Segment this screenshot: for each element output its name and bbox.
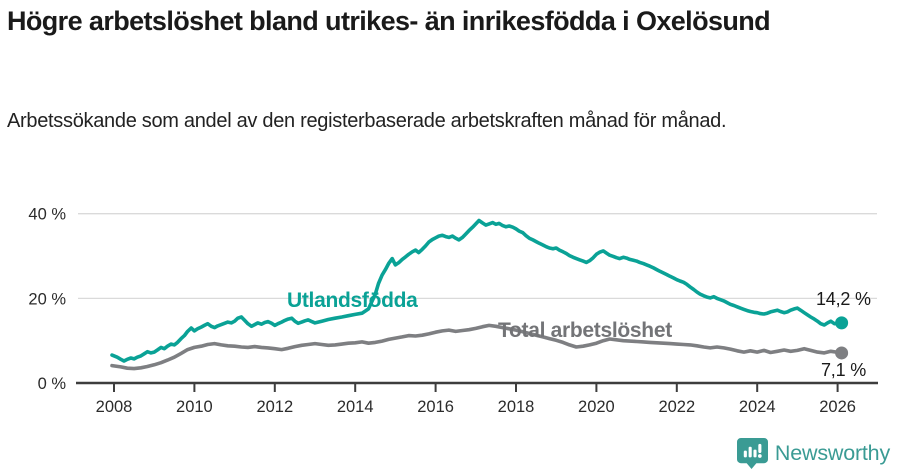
x-tick-label: 2020 bbox=[578, 398, 615, 416]
x-tick-label: 2014 bbox=[337, 398, 374, 416]
series-label-total-arbetsloshet: Total arbetslöshet bbox=[498, 319, 672, 342]
x-tick-label: 2022 bbox=[658, 398, 695, 416]
x-tick-label: 2008 bbox=[96, 398, 133, 416]
series-end-dot-utlandsf-dda bbox=[835, 316, 849, 330]
bar-chart-speech-bubble-icon bbox=[736, 437, 768, 469]
x-tick-label: 2018 bbox=[498, 398, 535, 416]
chart-subtitle: Arbetssökande som andel av den registerb… bbox=[7, 110, 727, 132]
end-value-label-utlandsfodda: 14,2 % bbox=[816, 289, 871, 309]
series-end-dot-total-arbetsl-shet bbox=[835, 346, 849, 360]
x-tick-label: 2016 bbox=[417, 398, 454, 416]
series-line-utlandsf-dda bbox=[110, 218, 844, 363]
series-label-utlandsfodda: Utlandsfödda bbox=[287, 289, 418, 312]
x-tick-label: 2012 bbox=[256, 398, 293, 416]
newsworthy-logo: Newsworthy bbox=[736, 436, 890, 470]
page-title: Högre arbetslöshet bland utrikes- än inr… bbox=[7, 6, 771, 36]
end-value-label-total: 7,1 % bbox=[821, 360, 867, 380]
y-tick-label: 0 % bbox=[38, 375, 67, 393]
y-tick-label: 20 % bbox=[28, 290, 66, 308]
y-tick-label: 40 % bbox=[28, 206, 66, 224]
x-tick-label: 2024 bbox=[739, 398, 776, 416]
brand-wordmark: Newsworthy bbox=[774, 440, 890, 465]
series-line-total-arbetsl-shet bbox=[110, 323, 844, 371]
x-tick-label: 2010 bbox=[176, 398, 213, 416]
x-tick-label: 2026 bbox=[819, 398, 856, 416]
